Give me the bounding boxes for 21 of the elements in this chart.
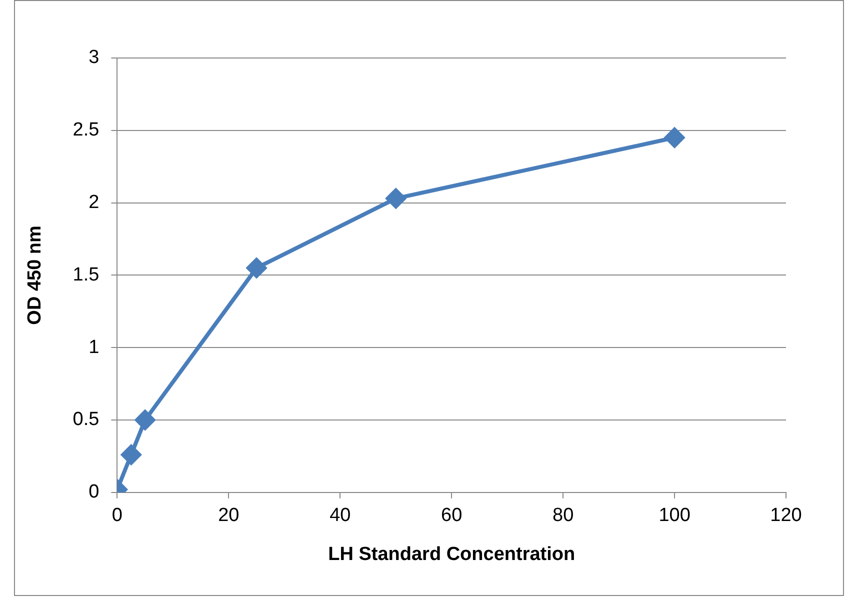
x-tick-label: 60 xyxy=(441,505,462,526)
y-tick-label: 1.5 xyxy=(72,264,100,286)
x-tick-label: 0 xyxy=(112,505,122,526)
x-tick-label: 80 xyxy=(552,505,574,526)
point xyxy=(135,410,156,430)
x-axis-title: LH Standard Concentration xyxy=(328,544,576,565)
y-tick-label: 3 xyxy=(88,47,100,68)
point xyxy=(386,188,406,208)
point xyxy=(121,444,142,465)
y-tick-label: 2 xyxy=(88,192,100,214)
x-tick-label: 20 xyxy=(218,505,240,526)
x-tick-label: 100 xyxy=(658,505,690,526)
y-axis-title: OD 450 nm xyxy=(24,226,46,325)
y-tick-label: 0.5 xyxy=(72,409,100,430)
point xyxy=(664,128,685,148)
y-tick-label: 0 xyxy=(88,482,100,503)
x-tick-label: 120 xyxy=(770,505,802,526)
y-tick-label: 2.5 xyxy=(72,120,100,141)
point xyxy=(246,258,267,278)
x-tick-label: 40 xyxy=(330,505,351,526)
y-tick-label: 1 xyxy=(88,336,100,358)
